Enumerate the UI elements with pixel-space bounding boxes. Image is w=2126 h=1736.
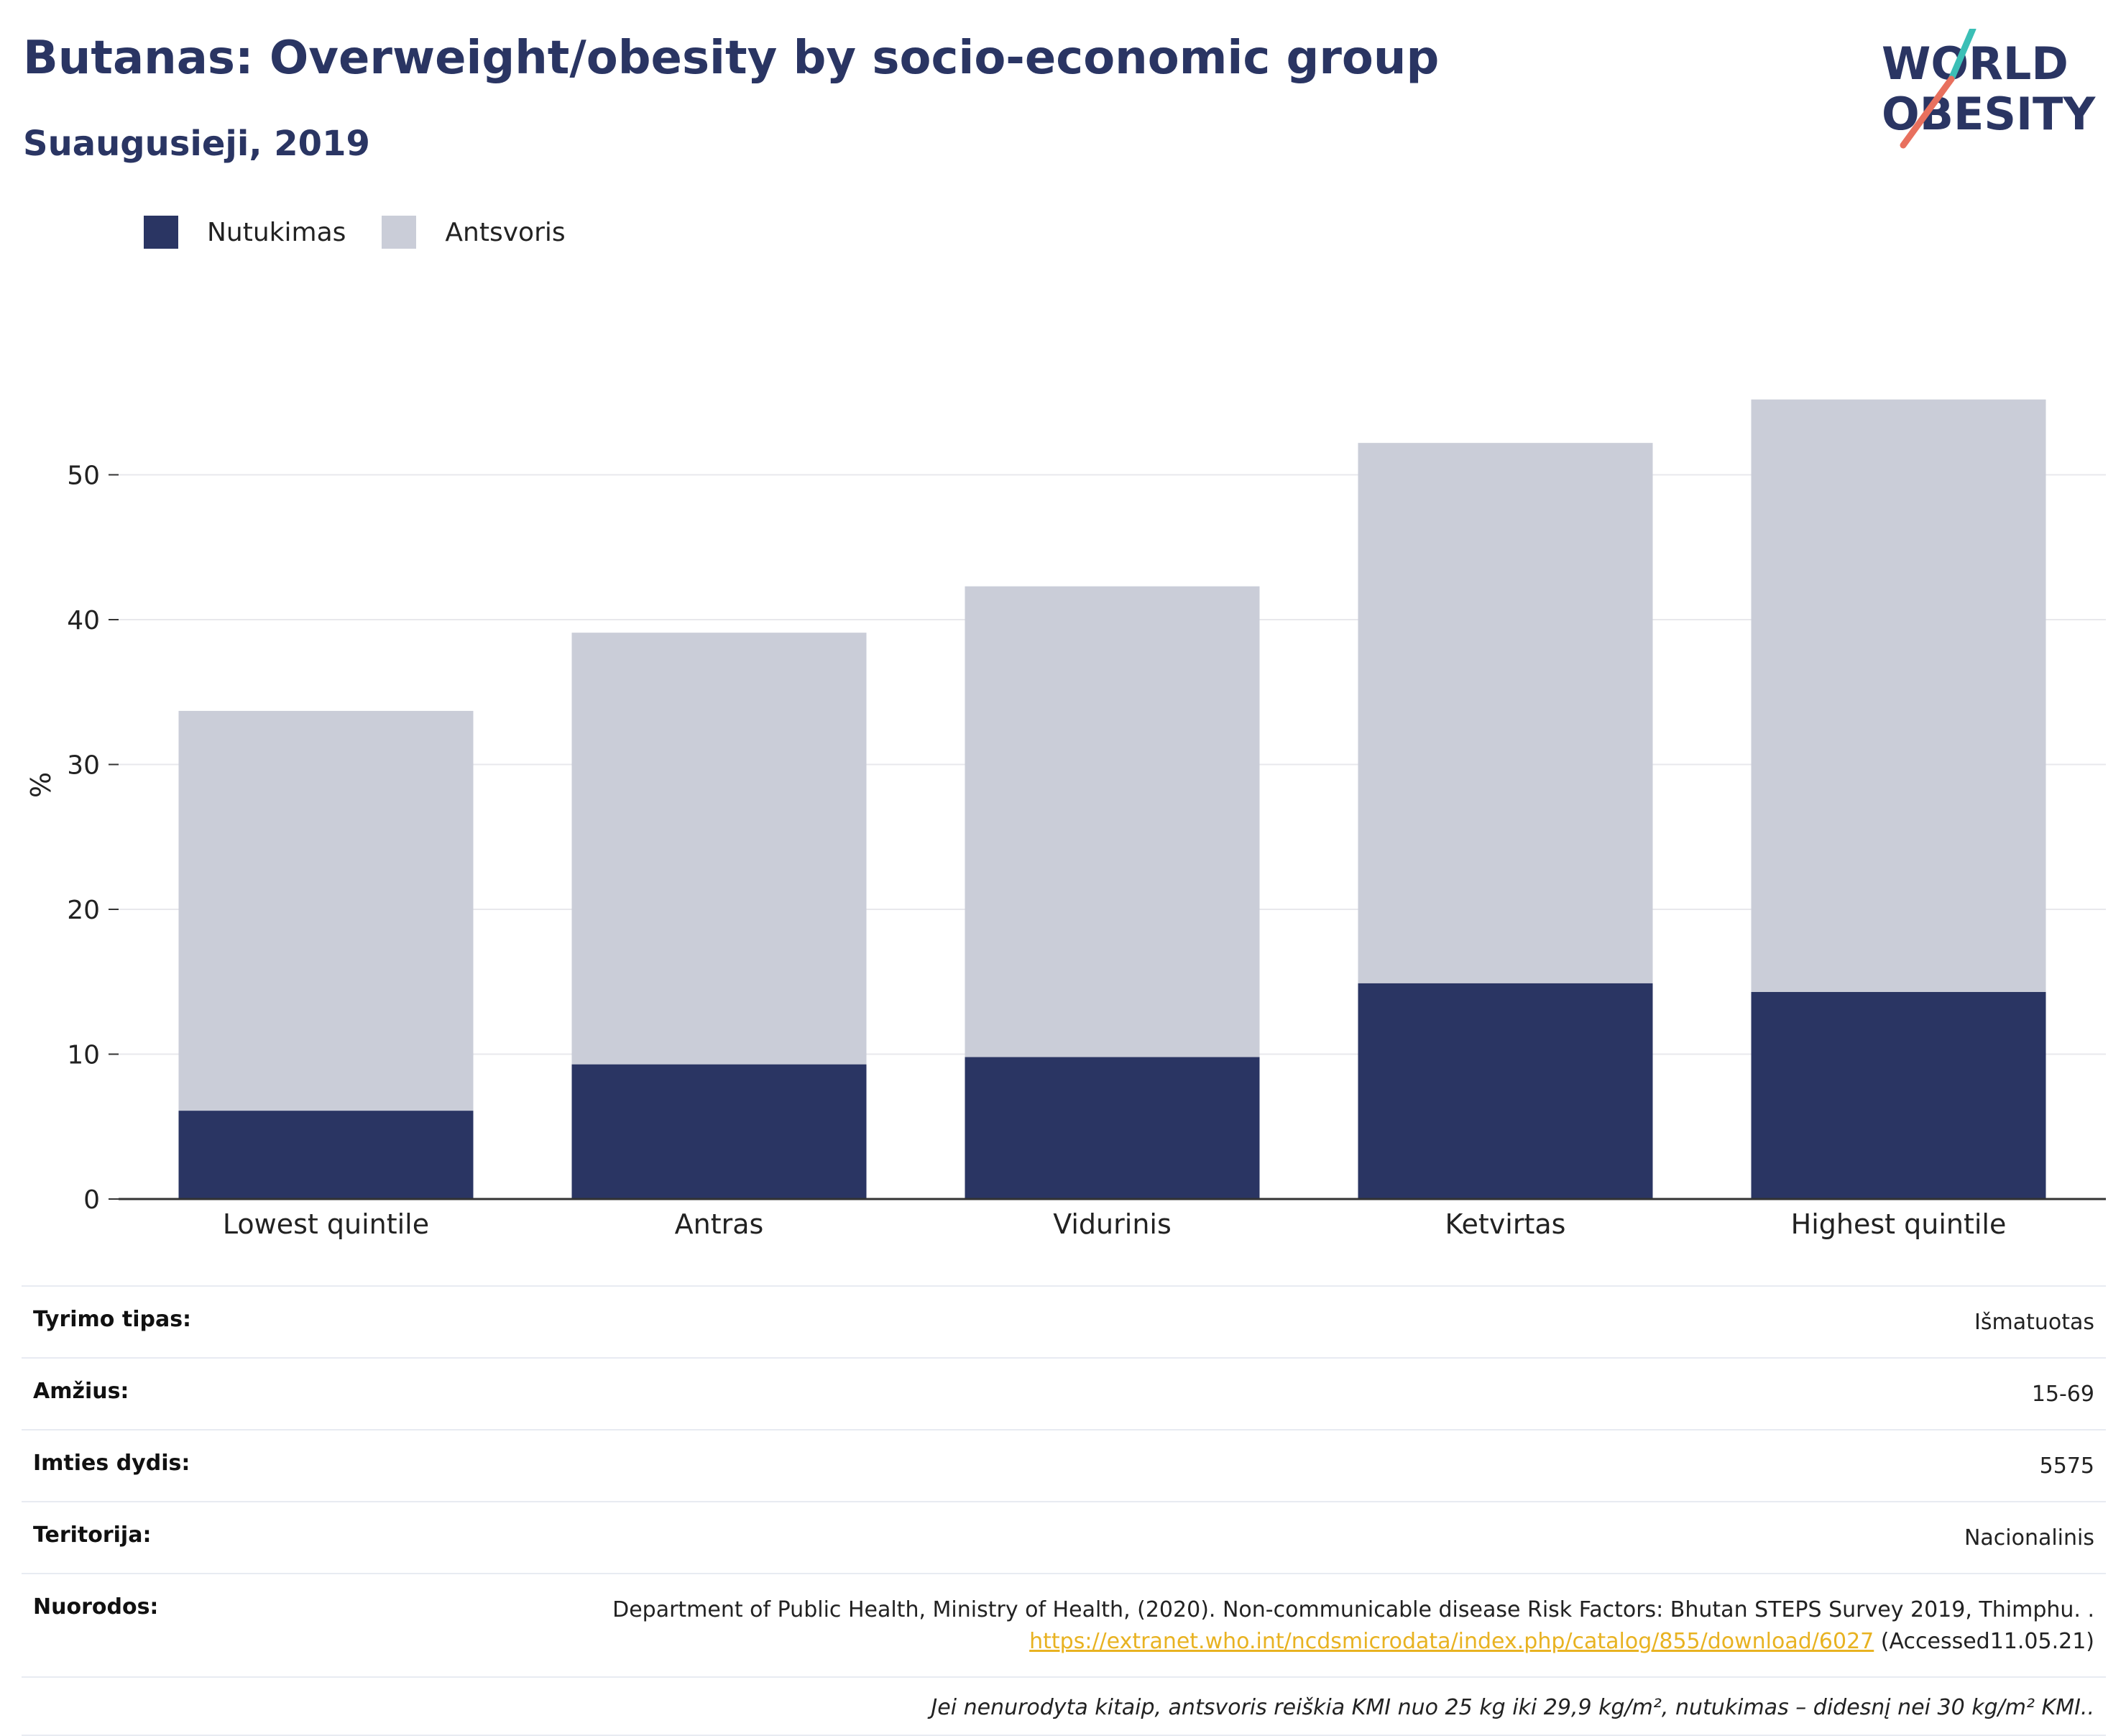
legend-item-obesity[interactable]: Nutukimas [144, 216, 346, 249]
meta-row-references: Nuorodos: Department of Public Health, M… [22, 1573, 2106, 1676]
meta-row-sample-size: Imties dydis: 5575 [22, 1429, 2106, 1501]
meta-row-age: Amžius: 15-69 [22, 1357, 2106, 1429]
chart-legend: Nutukimas Antsvoris [144, 216, 602, 249]
reference-accessed: (Accessed11.05.21) [1880, 1629, 2094, 1654]
bar-overweight[interactable] [965, 586, 1260, 1057]
meta-label: Imties dydis: [33, 1451, 190, 1476]
y-tick-label: 30 [67, 751, 100, 781]
bar-chart: 0 10 20 30 40 50 Lowest quintile Antras Vidurin… [25, 399, 2106, 1240]
reference-text: Department of Public Health, Ministry of… [612, 1597, 2094, 1622]
meta-row-territory: Teritorija: Nacionalinis [22, 1501, 2106, 1573]
meta-label: Tyrimo tipas: [33, 1307, 192, 1332]
bar-overweight[interactable] [1358, 443, 1653, 983]
world-obesity-logo: WORLD OBESITY [1882, 29, 2096, 149]
y-tick-labels: 0 10 20 30 40 50 [67, 461, 119, 1215]
bar-overweight[interactable] [178, 710, 474, 1111]
bar-obesity[interactable] [178, 1111, 474, 1199]
legend-swatch-overweight [382, 216, 417, 249]
legend-item-overweight[interactable]: Antsvoris [382, 216, 566, 249]
meta-label: Nuorodos: [33, 1594, 159, 1620]
bar-obesity[interactable] [571, 1064, 867, 1199]
y-tick-label: 0 [83, 1185, 100, 1215]
meta-value: 5575 [2039, 1453, 2094, 1479]
logo-text-world: WORLD [1882, 37, 2069, 90]
x-tick-label: Lowest quintile [223, 1208, 429, 1240]
logo-text-obesity: OBESITY [1882, 88, 2096, 140]
meta-label: Teritorija: [33, 1523, 152, 1548]
y-tick-label: 10 [67, 1041, 100, 1070]
chart-subtitle: Suaugusieji, 2019 [23, 124, 370, 164]
bar-overweight[interactable] [1751, 399, 2046, 992]
meta-value: 15-69 [2031, 1382, 2094, 1407]
x-tick-label: Ketvirtas [1445, 1208, 1566, 1240]
meta-value: Department of Public Health, Ministry of… [441, 1594, 2094, 1658]
bar-obesity[interactable] [1358, 983, 1653, 1199]
y-tick-label: 20 [67, 896, 100, 925]
chart-title: Butanas: Overweight/obesity by socio-eco… [23, 32, 1440, 85]
bar-overweight[interactable] [571, 633, 867, 1065]
x-tick-label: Highest quintile [1791, 1208, 2007, 1240]
y-tick-label: 50 [67, 461, 100, 491]
legend-label-overweight: Antsvoris [445, 217, 566, 247]
meta-value: Išmatuotas [1974, 1310, 2094, 1335]
legend-label-obesity: Nutukimas [207, 217, 346, 247]
metadata-table: Tyrimo tipas: Išmatuotas Amžius: 15-69 I… [22, 1285, 2106, 1736]
x-tick-label: Vidurinis [1053, 1208, 1172, 1240]
meta-label: Amžius: [33, 1379, 129, 1404]
meta-value: Nacionalinis [1964, 1525, 2094, 1551]
definition-note: Jei nenurodyta kitaip, antsvoris reiškia… [22, 1676, 2106, 1736]
meta-row-survey-type: Tyrimo tipas: Išmatuotas [22, 1285, 2106, 1357]
bar-obesity[interactable] [965, 1057, 1260, 1199]
bars [178, 399, 2046, 1199]
bar-obesity[interactable] [1751, 991, 2046, 1199]
y-tick-label: 40 [67, 606, 100, 635]
reference-link[interactable]: https://extranet.who.int/ncdsmicrodata/i… [1029, 1629, 1874, 1654]
y-axis-label: % [25, 772, 57, 798]
x-tick-label: Antras [675, 1208, 764, 1240]
legend-swatch-obesity [144, 216, 178, 249]
x-tick-labels: Lowest quintile Antras Vidurinis Ketvirtas H… [223, 1208, 2006, 1240]
